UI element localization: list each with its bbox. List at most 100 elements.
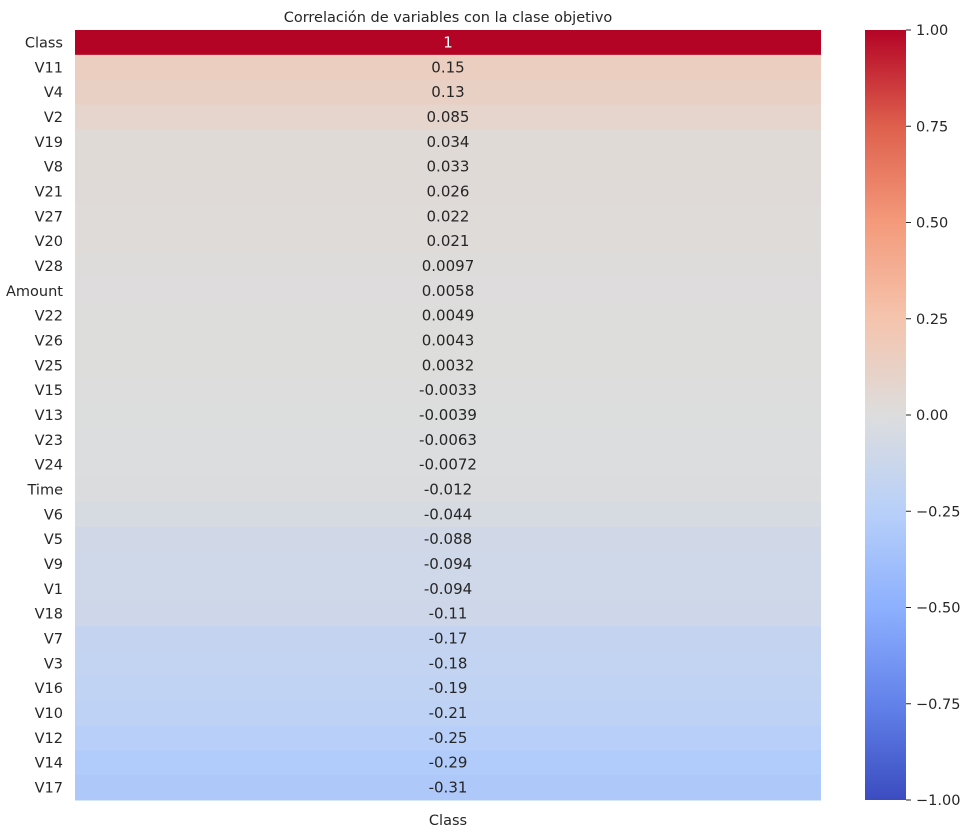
row-tick-label: V20 [35, 234, 63, 250]
cell-value-label: -0.29 [429, 754, 468, 772]
heatmap-cell [75, 79, 821, 106]
cell-value-label: -0.0039 [419, 406, 477, 424]
row-tick-label: V24 [35, 458, 63, 474]
row-tick-label: V2 [44, 110, 63, 126]
cell-value-label: 0.0058 [422, 282, 475, 300]
heatmap-cell [75, 477, 821, 503]
row-tick-labels: Class V11 V4 V2 V19 V8 V21 V27 V20 V28 Amount V22 V2… [6, 35, 63, 796]
colorbar-tick-label: 0.00 [916, 408, 948, 424]
row-tick-label: Class [25, 35, 63, 51]
colorbar-tick-label: −1.00 [916, 793, 960, 809]
heatmap-cell [75, 253, 821, 279]
colorbar-tick-label: −0.25 [916, 504, 960, 520]
cell-value-label: 0.085 [427, 108, 470, 126]
heatmap-cell [75, 54, 821, 81]
cell-value-label: -0.19 [429, 679, 468, 697]
cell-value-label: -0.0063 [419, 431, 477, 449]
colorbar-tick-label: 1.00 [916, 23, 948, 39]
heatmap-cell [75, 104, 821, 130]
row-tick-label: V26 [35, 333, 63, 349]
heatmap-cell [75, 526, 821, 553]
row-tick-label: V6 [44, 507, 63, 523]
colorbar-tick-label: −0.75 [916, 697, 960, 713]
heatmap-cell [75, 154, 821, 180]
cell-value-label: -0.012 [424, 481, 472, 499]
heatmap-cell [75, 700, 821, 726]
heatmap-cell [75, 601, 821, 627]
cell-value-label: -0.0072 [419, 456, 477, 474]
heatmap-cell [75, 675, 821, 702]
heatmap-cell [75, 501, 821, 528]
row-tick-label: V18 [35, 607, 63, 623]
row-tick-label: V10 [35, 706, 63, 722]
cell-value-label: 0.0043 [422, 331, 475, 349]
chart-title: Correlación de variables con la clase ob… [284, 10, 613, 26]
colorbar-tick-label: 0.50 [916, 216, 948, 232]
cell-value-label: 0.0049 [422, 307, 475, 325]
cell-value-label: 0.033 [427, 158, 470, 176]
cell-value-label: 0.021 [427, 232, 470, 250]
cell-value-label: 0.0097 [422, 257, 475, 275]
cell-value-label: -0.094 [424, 555, 472, 573]
colorbar: 1.00 0.75 0.50 0.25 0.00 −0.25 −0.50 −0.75 −1.00 [865, 23, 960, 809]
row-tick-label: V28 [35, 259, 63, 275]
row-tick-label: V21 [35, 184, 63, 200]
cell-value-label: -0.17 [429, 630, 468, 648]
row-tick-label: V16 [35, 681, 63, 697]
row-tick-label: V14 [35, 756, 63, 772]
heatmap-cell [75, 775, 821, 801]
cell-value-label: 1 [443, 33, 453, 51]
colorbar-tick-label: 0.25 [916, 312, 948, 328]
cell-value-label: -0.21 [429, 704, 468, 722]
heatmap-cell [75, 551, 821, 577]
cell-value-label: 0.13 [431, 83, 464, 101]
heatmap-cell [75, 402, 821, 428]
heatmap-cell [75, 328, 821, 354]
row-tick-label: Time [27, 483, 64, 499]
row-tick-label: V25 [35, 358, 63, 374]
row-tick-label: V27 [35, 209, 63, 225]
heatmap-cell [75, 303, 821, 329]
heatmap-cells: 1 0.15 0.13 0.085 0.034 0.033 0.026 0.022 0.021 0… [75, 30, 821, 801]
cell-value-label: 0.15 [431, 58, 464, 76]
cell-value-label: 0.026 [427, 182, 470, 200]
colorbar-tick-label: 0.75 [916, 119, 948, 135]
heatmap-cell [75, 452, 821, 478]
heatmap-cell [75, 352, 821, 379]
row-tick-label: V17 [35, 781, 63, 797]
row-tick-label: V15 [35, 383, 63, 399]
heatmap-cell [75, 228, 821, 255]
cell-value-label: -0.11 [429, 605, 468, 623]
heatmap-cell [75, 650, 821, 677]
heatmap-cell [75, 576, 821, 602]
row-tick-label: V9 [44, 557, 63, 573]
cell-value-label: 0.034 [427, 133, 470, 151]
cell-value-label: -0.088 [424, 530, 472, 548]
row-tick-label: V22 [35, 309, 63, 325]
heatmap-cell [75, 750, 821, 776]
heatmap-cell [75, 129, 821, 155]
cell-value-label: -0.31 [429, 779, 468, 797]
cell-value-label: -0.18 [429, 654, 468, 672]
row-tick-label: V7 [44, 632, 63, 648]
cell-value-label: 0.0032 [422, 356, 475, 374]
row-tick-label: V8 [44, 160, 63, 176]
row-tick-label: V12 [35, 731, 63, 747]
heatmap-cell [75, 278, 821, 304]
cell-value-label: 0.022 [427, 207, 470, 225]
colorbar-tick-label: −0.50 [916, 601, 960, 617]
heatmap-cell [75, 30, 821, 56]
heatmap-cell [75, 626, 821, 652]
row-tick-label: V11 [35, 60, 63, 76]
row-tick-label: V13 [35, 408, 63, 424]
heatmap-cell [75, 725, 821, 751]
heatmap-cell [75, 377, 821, 404]
row-tick-label: V3 [44, 656, 63, 672]
row-tick-label: V1 [44, 582, 63, 598]
colorbar-gradient [865, 30, 906, 800]
heatmap-cell [75, 203, 821, 230]
row-tick-label: V5 [44, 532, 63, 548]
cell-value-label: -0.044 [424, 505, 472, 523]
heatmap-cell [75, 427, 821, 453]
